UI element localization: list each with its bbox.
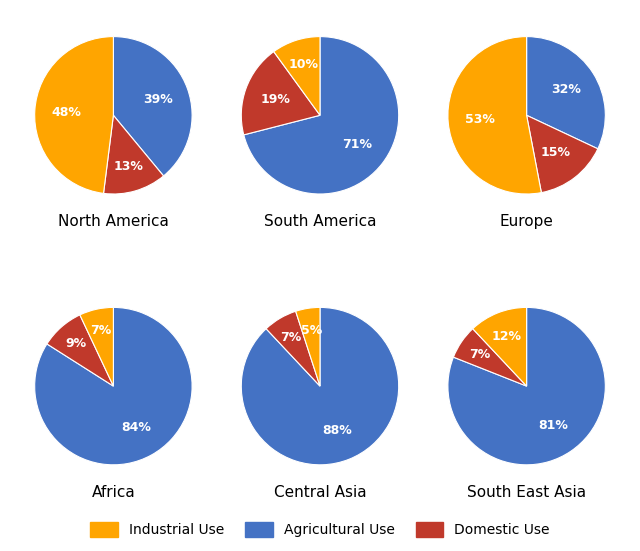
Wedge shape	[113, 36, 192, 176]
Text: 10%: 10%	[289, 58, 319, 71]
Wedge shape	[80, 307, 113, 386]
Wedge shape	[47, 315, 113, 386]
Wedge shape	[274, 36, 320, 115]
Text: 39%: 39%	[143, 93, 173, 106]
Wedge shape	[473, 307, 527, 386]
Wedge shape	[527, 115, 598, 193]
Text: 12%: 12%	[492, 330, 522, 343]
Title: Central Asia: Central Asia	[274, 485, 366, 500]
Text: 19%: 19%	[260, 93, 291, 106]
Text: 48%: 48%	[51, 106, 81, 119]
Wedge shape	[448, 36, 541, 194]
Title: Africa: Africa	[92, 485, 135, 500]
Wedge shape	[266, 311, 320, 386]
Wedge shape	[448, 307, 605, 465]
Text: 7%: 7%	[280, 331, 302, 344]
Text: 9%: 9%	[65, 337, 86, 350]
Wedge shape	[35, 36, 113, 193]
Wedge shape	[241, 307, 399, 465]
Text: 15%: 15%	[541, 146, 570, 159]
Text: 71%: 71%	[342, 138, 372, 151]
Text: 7%: 7%	[90, 325, 111, 337]
Wedge shape	[296, 307, 320, 386]
Text: 7%: 7%	[469, 348, 490, 361]
Text: 13%: 13%	[113, 160, 143, 173]
Legend: Industrial Use, Agricultural Use, Domestic Use: Industrial Use, Agricultural Use, Domest…	[83, 515, 557, 544]
Title: South America: South America	[264, 214, 376, 229]
Title: South East Asia: South East Asia	[467, 485, 586, 500]
Text: 81%: 81%	[538, 419, 568, 431]
Wedge shape	[241, 52, 320, 135]
Text: 32%: 32%	[552, 84, 581, 96]
Title: Europe: Europe	[500, 214, 554, 229]
Text: 5%: 5%	[301, 323, 322, 337]
Wedge shape	[35, 307, 192, 465]
Wedge shape	[244, 36, 399, 194]
Wedge shape	[527, 36, 605, 149]
Text: 53%: 53%	[465, 114, 495, 126]
Text: 84%: 84%	[121, 421, 151, 434]
Text: 88%: 88%	[323, 424, 352, 436]
Title: North America: North America	[58, 214, 169, 229]
Wedge shape	[453, 329, 527, 386]
Wedge shape	[104, 115, 164, 194]
